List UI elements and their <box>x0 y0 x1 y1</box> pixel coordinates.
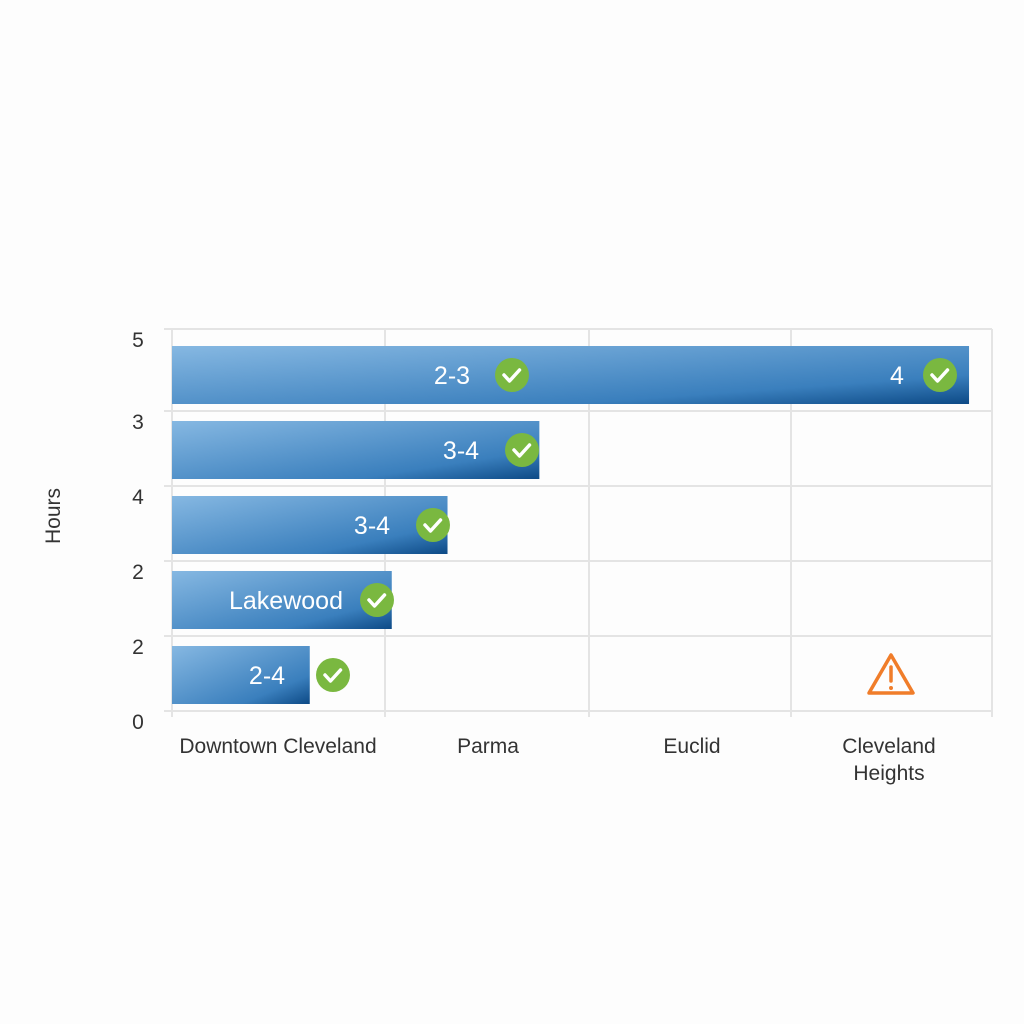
check-icon <box>495 358 529 392</box>
bar-label: 2-3 <box>434 362 470 390</box>
check-icon <box>505 433 539 467</box>
bar-end-label: 4 <box>890 362 904 390</box>
x-tick-label: Cleveland Heights <box>842 735 935 785</box>
bar <box>172 496 448 554</box>
y-tick-label: 3 <box>132 411 144 434</box>
check-icon <box>360 583 394 617</box>
bar <box>172 346 970 404</box>
bar <box>172 421 540 479</box>
bars: 2-3 4 3-4 3-4 Lakewood 2-4 <box>172 346 970 704</box>
x-axis-labels: Downtown Cleveland Parma Euclid Cleveland He… <box>179 735 935 785</box>
y-tick-label: 5 <box>132 329 144 352</box>
y-axis-ticks: 5 3 4 2 2 0 <box>132 329 144 734</box>
x-tick-label: Parma <box>457 735 519 758</box>
bar-label: 3-4 <box>354 512 390 540</box>
bar-group: Lakewood <box>172 571 394 629</box>
check-icon <box>416 508 450 542</box>
annotations <box>867 653 915 695</box>
bar-group: 2-3 4 <box>172 346 970 404</box>
bar-group: 3-4 <box>172 496 450 554</box>
y-tick-label: 0 <box>132 711 144 734</box>
bar-group: 2-4 <box>172 646 350 704</box>
check-icon <box>316 658 350 692</box>
bar-group: 3-4 <box>172 421 540 479</box>
bar-label: Lakewood <box>229 587 343 615</box>
check-icon <box>923 358 957 392</box>
gridlines <box>164 328 993 717</box>
x-tick-label: Euclid <box>663 735 720 758</box>
warning-icon <box>867 653 915 695</box>
bar <box>172 571 392 629</box>
y-tick-label: 2 <box>132 561 144 584</box>
bar-label: 2-4 <box>249 662 285 690</box>
bar-label: 3-4 <box>443 437 479 465</box>
y-tick-label: 2 <box>132 636 144 659</box>
y-axis-label: Hours <box>42 488 65 544</box>
x-tick-label: Downtown Cleveland <box>179 735 376 758</box>
bar <box>172 646 310 704</box>
y-tick-label: 4 <box>132 486 144 509</box>
